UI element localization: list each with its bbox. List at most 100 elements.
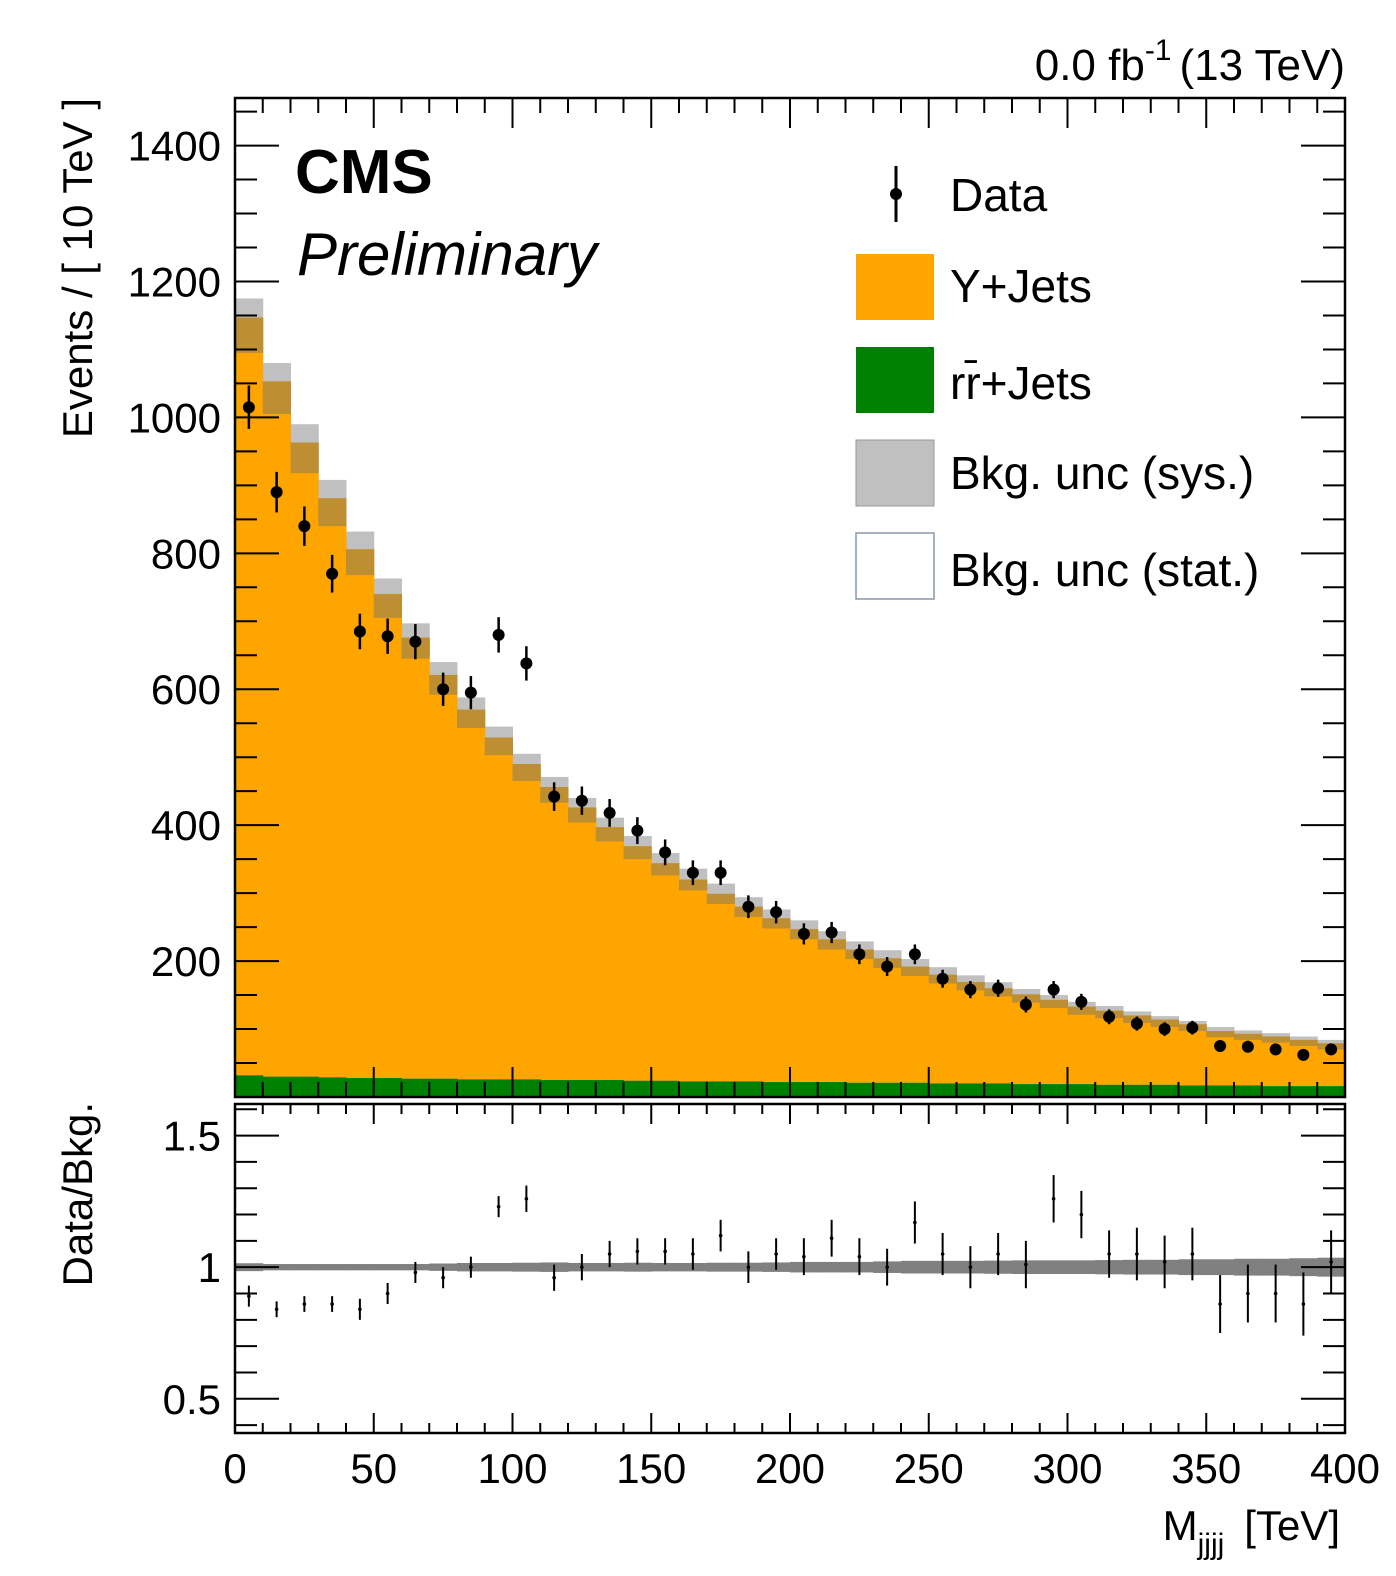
rrjets-bar — [568, 1080, 596, 1097]
yjets-bar — [457, 710, 485, 1080]
yjets-bar — [735, 907, 763, 1082]
rrjets-bar — [984, 1083, 1012, 1097]
data-point — [604, 807, 616, 819]
y-tick-label: 400 — [151, 802, 221, 849]
ratio-point — [469, 1265, 473, 1269]
data-point — [937, 973, 949, 985]
rrjets-bar — [374, 1078, 402, 1097]
ratio-point — [913, 1221, 917, 1225]
rrjets-bar — [1040, 1084, 1068, 1097]
y-tick-label: 200 — [151, 938, 221, 985]
rrjets-bar — [1206, 1085, 1234, 1097]
x-axis-title-sub: jjjj — [1197, 1528, 1225, 1561]
data-point — [298, 520, 310, 532]
yjets-bar — [1206, 1031, 1234, 1085]
data-point — [1270, 1043, 1282, 1055]
ratio-band-bin — [374, 1264, 402, 1270]
legend-label-sys-unc: Bkg. unc (sys.) — [950, 447, 1254, 499]
ratio-point — [1274, 1292, 1278, 1296]
rrjets-bar — [1068, 1084, 1096, 1097]
yjets-bar — [429, 675, 457, 1079]
data-point — [1048, 984, 1060, 996]
ratio-plot: 0.5 1 1.5 0 50 100 150 200 250 300 350 400 — [163, 1104, 1380, 1492]
ratio-point — [1302, 1302, 1306, 1306]
ratio-point — [747, 1265, 751, 1269]
yjets-bar — [1068, 1007, 1096, 1084]
ratio-y-tick-label: 1 — [198, 1244, 221, 1291]
data-point — [798, 928, 810, 940]
yjets-bar — [901, 967, 929, 1083]
data-point — [326, 568, 338, 580]
stat-unc-bin — [1262, 1037, 1290, 1043]
yjets-bar — [707, 894, 735, 1082]
y-tick-label: 1000 — [128, 394, 221, 441]
rrjets-bar — [1262, 1086, 1290, 1097]
rrjets-bar — [1123, 1085, 1151, 1097]
ratio-point — [969, 1265, 973, 1269]
yjets-bar — [846, 950, 874, 1083]
stat-unc-bin — [707, 894, 735, 904]
data-point — [520, 657, 532, 669]
ratio-point — [802, 1255, 806, 1259]
yjets-bar — [651, 863, 679, 1080]
legend-data-marker — [890, 188, 902, 200]
lumi-value: 0.0 fb — [1035, 41, 1145, 90]
ratio-point — [691, 1252, 695, 1256]
ratio-point — [1135, 1252, 1139, 1256]
data-point — [992, 982, 1004, 994]
x-tick-label: 50 — [350, 1445, 397, 1492]
ratio-point — [719, 1234, 723, 1238]
data-point — [715, 867, 727, 879]
data-point — [826, 927, 838, 939]
rrjets-bar — [263, 1077, 291, 1097]
data-point — [1075, 996, 1087, 1008]
data-point — [1020, 999, 1032, 1011]
yjets-bar — [1040, 1000, 1068, 1084]
yjets-bar — [568, 807, 596, 1080]
data-point — [853, 948, 865, 960]
stat-unc-bin — [624, 846, 652, 859]
yjets-bar — [984, 988, 1012, 1083]
rrjets-bar — [429, 1079, 457, 1097]
yjets-bar — [540, 787, 568, 1080]
rrjets-bar — [1012, 1084, 1040, 1097]
ratio-point — [247, 1294, 251, 1298]
experiment-label: CMS — [295, 138, 433, 207]
stat-unc-bin — [901, 967, 929, 977]
ratio-point — [830, 1236, 834, 1240]
rrjets-bar — [1179, 1085, 1207, 1097]
stat-unc-bin — [318, 498, 346, 526]
rrjets-bar — [291, 1077, 319, 1097]
x-tick-label: 200 — [755, 1445, 825, 1492]
legend-item-sys-unc: Bkg. unc (sys.) — [856, 440, 1254, 506]
yjets-bar — [679, 880, 707, 1082]
rrjets-bar — [707, 1081, 735, 1097]
y-tick-label: 800 — [151, 530, 221, 577]
legend: Data Y+Jets rr̄+Jets Bkg. unc (sys.) Bkg… — [856, 166, 1259, 599]
x-axis-title: Mjjjj [TeV] — [1163, 1502, 1340, 1561]
x-tick-label: 150 — [616, 1445, 686, 1492]
legend-swatch-yjets — [856, 254, 934, 320]
rrjets-bar — [901, 1083, 929, 1097]
yjets-bar — [402, 638, 430, 1079]
ratio-point — [663, 1250, 667, 1254]
ratio-point — [303, 1302, 307, 1306]
ratio-point — [941, 1252, 945, 1256]
rrjets-bar — [485, 1079, 513, 1097]
ratio-point — [636, 1250, 640, 1254]
ratio-point — [358, 1307, 362, 1311]
stat-unc-bin — [263, 381, 291, 414]
stat-unc-bin — [1040, 1000, 1068, 1008]
ratio-point — [275, 1307, 279, 1311]
ratio-point — [441, 1276, 445, 1280]
data-point — [1103, 1011, 1115, 1023]
yjets-bar — [513, 764, 541, 1079]
rrjets-bar — [818, 1082, 846, 1097]
rrjets-bar — [679, 1081, 707, 1097]
ratio-point — [1080, 1213, 1084, 1217]
data-point — [465, 687, 477, 699]
data-point — [909, 948, 921, 960]
rrjets-bar — [735, 1081, 763, 1097]
rrjets-bar — [790, 1082, 818, 1097]
yjets-bar — [929, 975, 957, 1084]
